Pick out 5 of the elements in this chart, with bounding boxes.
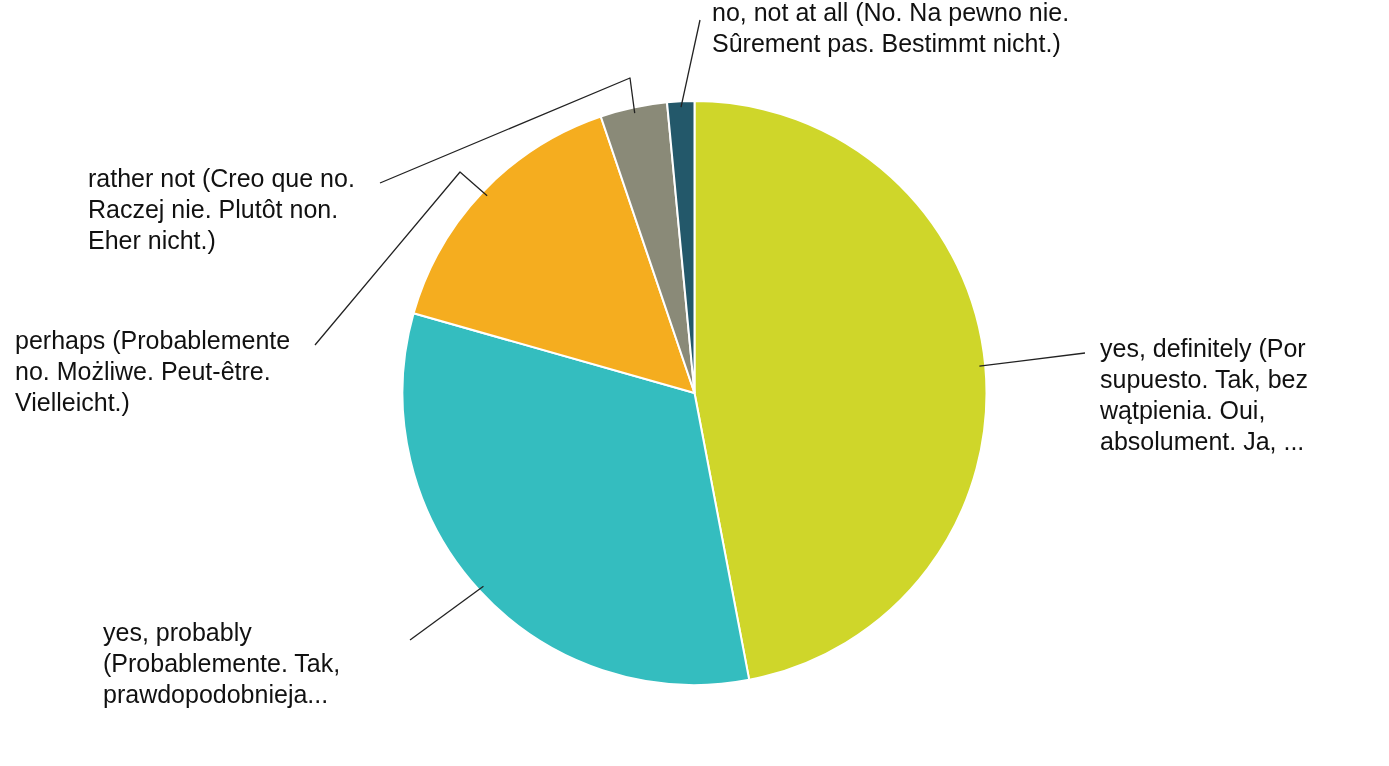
slice-label: rather not (Creo que no. Raczej nie. Plutôt non. Eher nicht.) xyxy=(88,164,355,255)
slice-label: no, not at all (No. Na pewno nie. Sûrement pas. Bestimmt nicht.) xyxy=(712,0,1070,58)
slice-label: yes, probably (Probablemente. Tak, prawdopodobnieja... xyxy=(103,618,341,709)
slice-label: perhaps (Probablemente no. Możliwe. Peut-être. Vielleicht.) xyxy=(15,326,291,417)
slice-label: yes, definitely (Por supuesto. Tak, bez wątpienia. Oui, absolument. Ja, ... xyxy=(1099,334,1309,456)
